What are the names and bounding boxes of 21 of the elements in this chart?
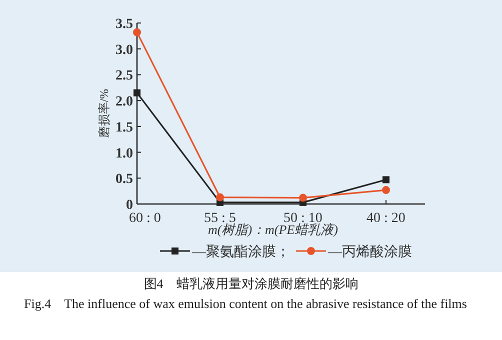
y-tick-label: 2.5 (116, 68, 133, 84)
legend-label: —聚氨酯涂膜； (191, 244, 290, 260)
y-tick-label: 2.0 (116, 94, 133, 110)
y-tick-label: 3.0 (116, 42, 133, 58)
caption: Fig.4 The influence of wax emulsion content on the abrasive resistance of the films (24, 296, 468, 312)
point (216, 193, 224, 202)
point (134, 89, 140, 96)
legend-label: —丙烯酸涂膜 (327, 244, 412, 260)
y-tick-label: 0 (126, 198, 133, 213)
point (133, 28, 141, 36)
y-tick-label: 0.5 (116, 172, 133, 188)
y-tick-label: 3.5 (116, 17, 133, 32)
point (382, 176, 390, 184)
text: 图4 蜡乳液用量对涂膜耐磨性的影响 (142, 275, 360, 293)
x-tick-label: 60 : 0 (129, 211, 161, 226)
point (382, 186, 390, 194)
y-tick-label: 1.5 (116, 120, 133, 136)
point (299, 194, 307, 202)
x-tick-label: 40 : 20 (366, 211, 406, 226)
y-tick-label: 1.0 (116, 146, 133, 162)
y-axis-title: 磨损率/% (97, 88, 111, 138)
